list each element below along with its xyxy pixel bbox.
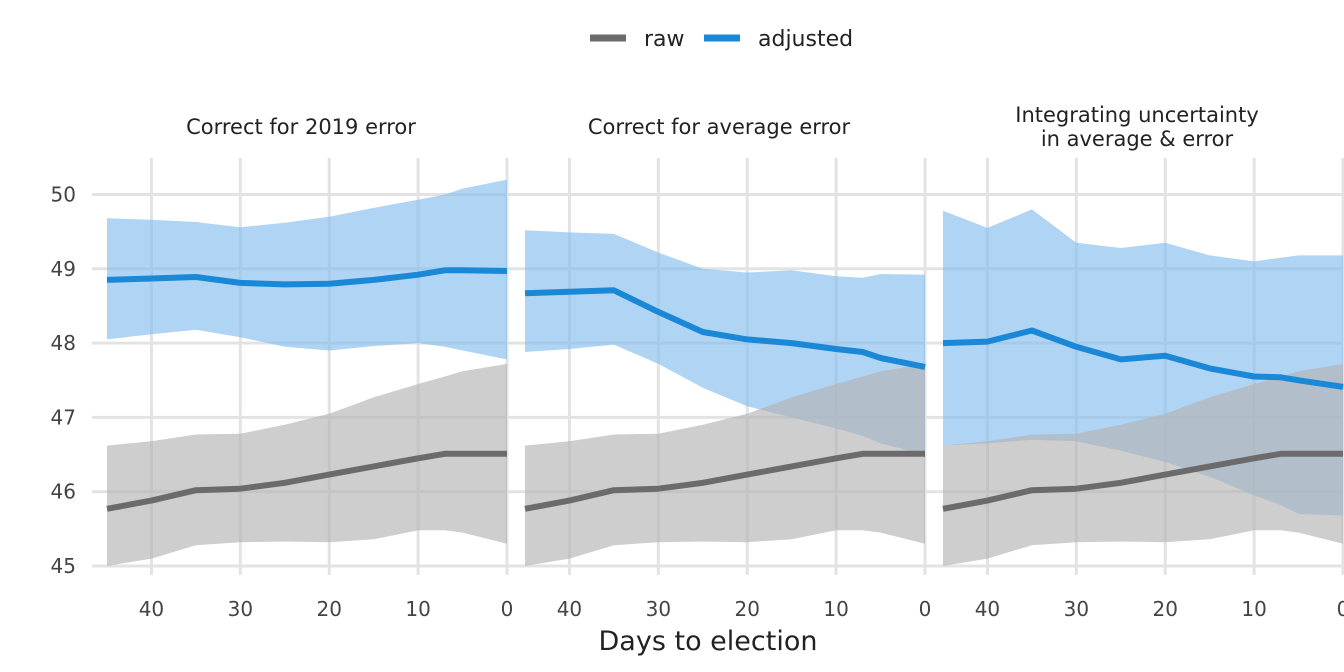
legend-label-raw: raw	[644, 27, 685, 52]
x-tick-label: 0	[919, 597, 932, 621]
x-tick-label: 30	[1064, 597, 1089, 621]
x-tick-label: 30	[646, 597, 671, 621]
x-tick-label: 20	[1152, 597, 1177, 621]
y-tick-label: 49	[51, 257, 76, 281]
x-tick-label: 10	[1241, 597, 1266, 621]
x-tick-label: 30	[228, 597, 253, 621]
raw-band	[525, 363, 925, 566]
adjusted-band	[107, 179, 507, 360]
x-tick-label: 40	[557, 597, 582, 621]
y-tick-label: 48	[51, 331, 76, 355]
y-tick-label: 47	[51, 405, 76, 429]
raw-band	[107, 363, 507, 566]
x-tick-label: 0	[1337, 597, 1344, 621]
panel-1: Correct for 2019 error 40 30 20 10 0	[92, 115, 513, 621]
adjusted-line	[524, 287, 926, 370]
panel-title: in average & error	[1041, 127, 1234, 151]
x-tick-label: 40	[139, 597, 164, 621]
raw-line	[524, 450, 925, 512]
panel-title: Correct for 2019 error	[186, 115, 416, 139]
y-tick-label: 46	[51, 480, 76, 504]
legend-label-adjusted: adjusted	[758, 27, 853, 52]
x-tick-label: 10	[405, 597, 430, 621]
x-tick-label: 20	[316, 597, 341, 621]
adjusted-line	[942, 327, 1344, 390]
y-tick-label: 45	[51, 554, 76, 578]
x-tick-label: 20	[734, 597, 759, 621]
legend: raw adjusted	[590, 27, 853, 52]
panel-title: Correct for average error	[588, 115, 851, 139]
panel-2: Correct for average error 40 30 20 10 0	[510, 115, 931, 621]
x-axis-title: Days to election	[599, 626, 818, 657]
raw-band	[943, 363, 1343, 566]
y-tick-label: 50	[51, 183, 76, 207]
x-tick-label: 10	[823, 597, 848, 621]
adjusted-line	[106, 267, 508, 288]
panel-title: Integrating uncertainty	[1015, 103, 1259, 127]
x-tick-label: 0	[501, 597, 514, 621]
raw-line	[942, 450, 1343, 512]
x-tick-label: 40	[975, 597, 1000, 621]
raw-line	[106, 450, 507, 512]
